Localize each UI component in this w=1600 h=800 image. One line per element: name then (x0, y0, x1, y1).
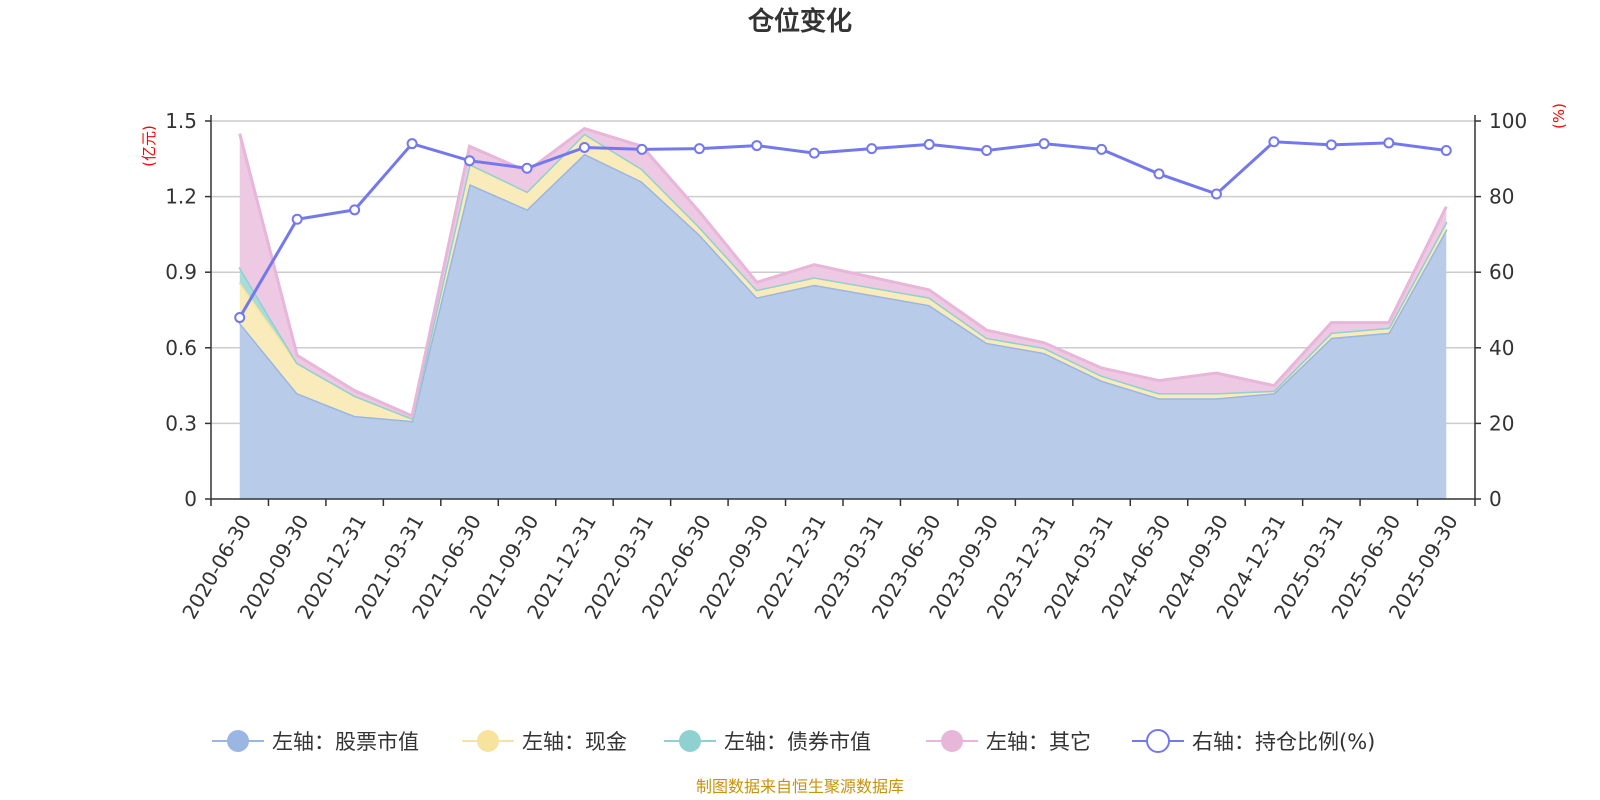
line-point (464, 155, 476, 167)
line-point (751, 140, 763, 152)
legend: 左轴：股票市值 左轴：现金 左轴：债券市值 左轴：其它 右轴：持仓比例(%) (212, 729, 1375, 754)
line-point (521, 162, 533, 174)
right-axis-label: 60 (1489, 260, 1514, 284)
left-axis-unit: (亿元) (140, 125, 158, 167)
right-axis-label: 80 (1489, 185, 1514, 209)
right-axis-label: 0 (1489, 487, 1502, 511)
line-point (291, 213, 303, 225)
line-point (636, 143, 648, 155)
line-point (1440, 144, 1452, 156)
line-point (1038, 138, 1050, 150)
legend-label: 左轴：股票市值 (272, 730, 419, 754)
right-axis-label: 20 (1489, 411, 1514, 435)
line-point (1325, 139, 1337, 151)
area-左轴：股票市值 (239, 153, 1447, 499)
area-左轴：其它 (239, 128, 1447, 419)
area-series (238, 126, 1448, 499)
line-point (981, 144, 993, 156)
line-point (1268, 136, 1280, 148)
line-point (923, 138, 935, 150)
line-series (234, 136, 1452, 324)
left-axis-label: 1.5 (165, 109, 197, 133)
left-axis-label: 1.2 (165, 185, 197, 209)
right-axis-unit: (%) (1550, 103, 1568, 129)
source-note: 制图数据来自恒生聚源数据库 (696, 777, 904, 796)
line-point (406, 138, 418, 150)
right-axis-label: 40 (1489, 336, 1514, 360)
line-point (808, 147, 820, 159)
left-axis-label: 0 (184, 487, 197, 511)
line-point (1096, 143, 1108, 155)
legend-label: 左轴：现金 (522, 730, 627, 754)
legend-marker (941, 730, 963, 752)
legend-label: 右轴：持仓比例(%) (1192, 730, 1375, 754)
right-axis-label: 100 (1489, 109, 1527, 133)
line-point (866, 143, 878, 155)
left-axis-label: 0.9 (165, 260, 197, 284)
area-edge-左轴：其它 (238, 126, 1448, 418)
legend-marker (477, 730, 499, 752)
line-point (1153, 168, 1165, 180)
line-point (578, 141, 590, 153)
line-point (1210, 188, 1222, 200)
line-point (234, 312, 246, 324)
left-axis-label: 0.3 (165, 411, 197, 435)
left-axis-label: 0.6 (165, 336, 197, 360)
legend-label: 左轴：其它 (986, 730, 1091, 754)
line-point (693, 143, 705, 155)
line-path (238, 140, 1447, 319)
legend-marker (679, 730, 701, 752)
legend-marker (227, 730, 249, 752)
line-point (1383, 137, 1395, 149)
legend-marker (1146, 729, 1170, 753)
chart-title: 仓位变化 (747, 6, 852, 37)
legend-label: 左轴：债券市值 (724, 730, 871, 754)
line-point (349, 204, 361, 216)
